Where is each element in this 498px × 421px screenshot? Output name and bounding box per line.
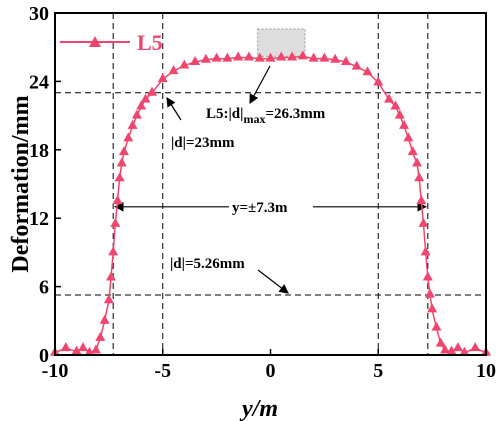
x-tick-label: 5 <box>373 360 383 382</box>
data-point <box>60 342 71 352</box>
data-point <box>287 51 298 61</box>
range-label-bg <box>229 198 313 216</box>
data-point <box>330 53 341 63</box>
data-point <box>103 294 114 304</box>
data-point <box>319 52 330 62</box>
data-point <box>95 331 106 341</box>
data-point <box>399 119 410 129</box>
data-point <box>394 109 405 119</box>
data-point <box>140 93 151 103</box>
data-point <box>190 56 201 66</box>
data-point <box>308 52 319 62</box>
max-arrow <box>249 65 271 105</box>
annotation-d526: |d|=5.26mm <box>170 256 289 294</box>
data-point <box>420 246 431 256</box>
data-point <box>276 51 287 61</box>
y-tick-label: 6 <box>39 277 49 299</box>
x-axis-title: y/m <box>239 396 278 421</box>
data-point <box>470 342 481 352</box>
data-point <box>110 217 121 227</box>
y-tick-label: 12 <box>29 208 49 230</box>
data-point <box>71 345 82 355</box>
y-tick-label: 24 <box>29 71 49 93</box>
data-point <box>78 342 89 352</box>
x-tick-label: 0 <box>266 360 276 382</box>
annotation-max: L5:|d|max=26.3mm <box>206 65 326 126</box>
data-point <box>157 73 168 83</box>
data-point <box>403 132 414 142</box>
data-point <box>412 157 423 167</box>
data-point <box>99 314 110 324</box>
y-tick-label: 18 <box>29 140 49 162</box>
max-annotation-sub: max <box>243 112 265 126</box>
max-annotation: L5:|d|max=26.3mm <box>206 106 326 126</box>
data-point <box>373 76 384 86</box>
data-point <box>114 172 125 182</box>
data-point <box>390 100 401 110</box>
data-point <box>108 246 119 256</box>
data-point <box>414 172 425 182</box>
ticks: -10 -5 0 5 10 0 6 12 18 24 30 <box>29 3 496 382</box>
x-tick-label: 10 <box>476 360 496 382</box>
data-point <box>118 146 129 156</box>
data-point <box>179 59 190 69</box>
data-point <box>424 288 435 298</box>
legend-label: L5 <box>137 30 163 55</box>
data-point <box>427 303 438 313</box>
legend-marker <box>89 36 101 47</box>
data-point <box>416 195 427 205</box>
data-point <box>233 51 244 61</box>
reference-lines <box>55 13 486 355</box>
data-point <box>123 132 134 142</box>
data-point <box>243 51 254 61</box>
data-point <box>112 195 123 205</box>
data-point <box>446 345 457 355</box>
x-tick-label: -5 <box>154 360 171 382</box>
y-tick-label: 0 <box>39 345 49 367</box>
data-point <box>265 52 276 62</box>
data-point <box>452 342 463 352</box>
data-point <box>435 337 446 347</box>
data-point <box>131 109 142 119</box>
x-axis-title-text: y/m <box>239 396 278 421</box>
d526-arrow <box>257 269 289 294</box>
max-annotation-value: =26.3mm <box>265 106 325 122</box>
data-point <box>418 217 429 227</box>
x-tick-label: -10 <box>42 360 69 382</box>
data-point <box>440 344 451 354</box>
max-annotation-text: L5:|d| <box>206 106 243 122</box>
d23-arrow <box>166 96 182 121</box>
data-point <box>222 52 233 62</box>
data-point <box>431 321 442 331</box>
data-point <box>136 100 147 110</box>
data-point <box>297 50 308 60</box>
d23-annotation: |d|=23mm <box>171 135 235 151</box>
data-point <box>211 52 222 62</box>
data-point <box>351 60 362 70</box>
data-point <box>407 146 418 156</box>
y-tick-label: 30 <box>29 3 49 25</box>
data-point <box>106 271 117 281</box>
annotation-range: y=±7.3m <box>229 198 313 216</box>
data-point <box>459 346 470 356</box>
data-point <box>127 119 138 129</box>
data-point <box>84 346 95 356</box>
range-annotation: y=±7.3m <box>232 200 288 216</box>
data-point <box>116 157 127 167</box>
data-point <box>384 93 395 103</box>
annotation-d23: |d|=23mm <box>166 96 235 151</box>
legend: L5 <box>60 30 163 55</box>
data-point <box>146 86 157 96</box>
d526-annotation: |d|=5.26mm <box>170 256 245 272</box>
data-point <box>168 65 179 75</box>
data-point <box>254 52 265 62</box>
data-point <box>340 56 351 66</box>
y-axis-title: Deformation/mm <box>8 95 34 272</box>
data-point <box>200 53 211 63</box>
data-point <box>362 66 373 76</box>
data-point <box>90 344 101 354</box>
data-point <box>422 271 433 281</box>
